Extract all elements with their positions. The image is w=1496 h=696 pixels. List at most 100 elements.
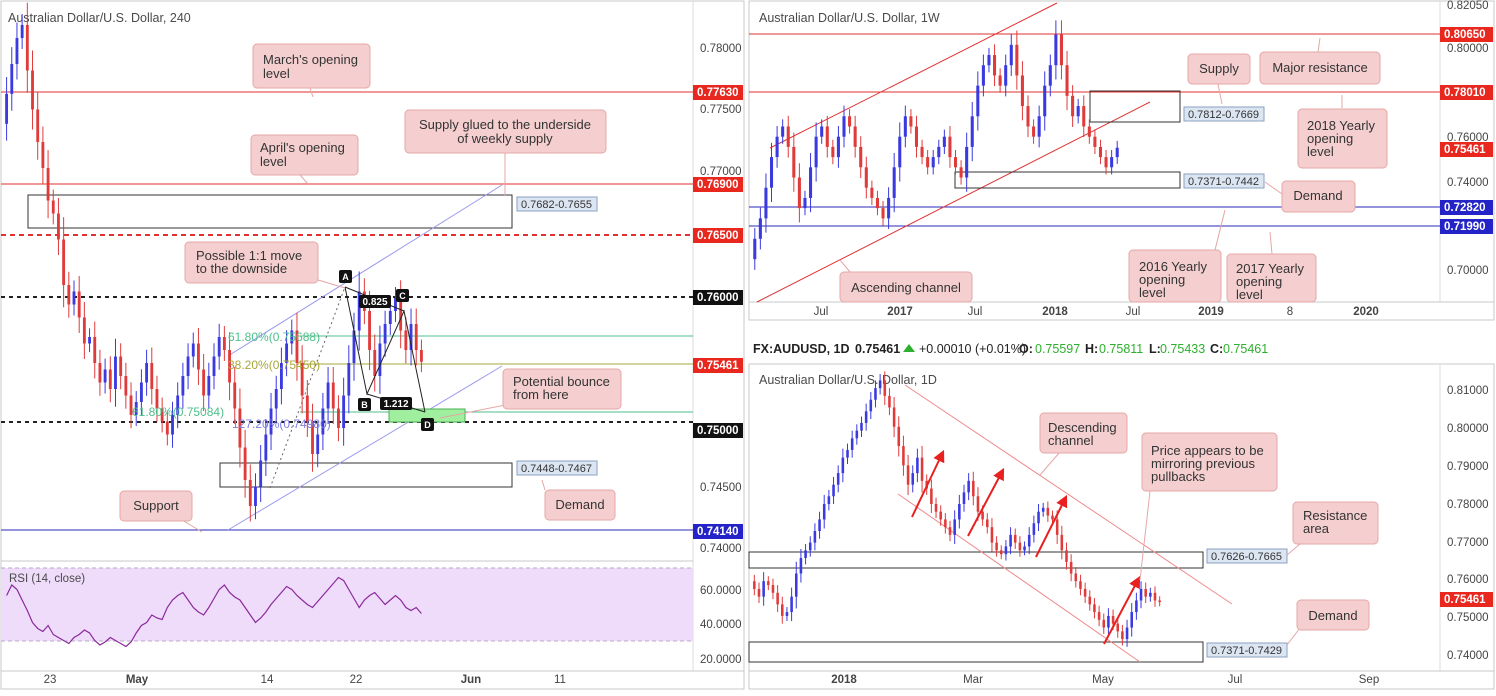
h4-chart-panel[interactable]: Australian Dollar/U.S. Dollar, 240 RSI (… [0,0,745,690]
daily-candle [948,527,952,535]
daily-tag-7546: 0.75461 [1440,592,1493,607]
h4-xtick-1: May [126,674,149,686]
svg-text:O:: O: [1019,342,1033,356]
svg-text:Supply: Supply [1199,61,1239,76]
weekly-xtick-1: 2017 [887,306,913,318]
daily-candle [827,496,831,504]
abcd-dotted-leg [269,286,346,489]
h4-ytick-3: 0.74500 [700,482,742,494]
h4-demand-zone-label: 0.7448-0.7467 [516,460,598,476]
weekly-supply-zone [1089,90,1181,123]
daily-close: 0.75461 [1223,342,1268,356]
h4-candle [311,421,314,454]
weekly-supply-label: 0.7812-0.7669 [1183,106,1265,122]
svg-text:March's opening: March's opening [263,52,358,67]
weekly-candle [942,136,946,147]
h4-candle [337,408,340,428]
h4-candle [248,480,252,506]
daily-candle [902,446,905,466]
svg-text:L:: L: [1149,342,1161,356]
weekly-xtick-7: 2020 [1353,306,1379,318]
rsi-ytick-0: 60.0000 [700,585,742,597]
weekly-callout-supply: Supply [1187,53,1251,85]
daily-candle [776,592,779,605]
daily-candle [1032,523,1036,535]
weekly-candle [976,85,980,117]
weekly-candle [914,126,919,147]
h4-xtick-0: 23 [44,674,57,686]
weekly-xtick-0: Jul [814,306,829,318]
daily-chart-panel[interactable]: Australian Dollar/U.S. Dollar, 1D 0.7626… [748,363,1495,690]
daily-candle [1041,507,1045,512]
daily-ytick-3: 0.78000 [1447,499,1489,511]
daily-candle [986,519,989,528]
weekly-candle [1026,106,1030,127]
daily-candle [906,465,910,485]
daily-resistance-zone [748,551,1204,569]
svg-text:0.7371-0.7442: 0.7371-0.7442 [1188,176,1259,188]
daily-candle [1149,592,1152,597]
h4-xtick-2: 14 [261,674,274,686]
weekly-callout-channel: Ascending channel [839,271,973,303]
weekly-candle [1110,157,1114,168]
abcd-point-b: B [358,398,371,411]
h4-candle [238,408,242,448]
h4-candle [129,395,133,415]
weekly-candle [864,167,868,188]
h4-candle [326,382,330,409]
h4-candle [388,311,392,324]
h4-candle [347,363,351,396]
daily-ytick-0: 0.81000 [1447,385,1489,397]
weekly-tag-8065: 0.80650 [1440,27,1493,42]
svg-text:Support: Support [133,498,179,513]
weekly-chart-panel[interactable]: Australian Dollar/U.S. Dollar, 1W 0.7812… [748,0,1495,321]
svg-text:level: level [260,154,287,169]
svg-text:0.78010: 0.78010 [1444,87,1486,99]
daily-candle [753,581,756,589]
weekly-candle [764,187,768,219]
callout-bounce: Potential bounce from here [502,368,622,410]
daily-open: 0.75597 [1035,342,1080,356]
weekly-candle [937,146,941,158]
daily-candle [990,527,994,543]
daily-candle [995,542,998,551]
h4-tag-7414: 0.74140 [693,524,743,539]
weekly-candle [1004,65,1008,86]
daily-candle [869,399,873,412]
weekly-candle [1071,95,1075,117]
h4-candle [150,363,154,389]
h4-candle [5,93,9,124]
h4-candle [51,200,55,214]
weekly-candle [903,116,907,137]
daily-candle [1079,581,1082,589]
svg-text:Demand: Demand [1308,608,1357,623]
svg-text:0.7448-0.7467: 0.7448-0.7467 [521,463,592,475]
h4-tag-7763: 0.77630 [693,85,743,100]
daily-candle [972,480,975,497]
callout-weekly-supply: Supply glued to the underside of weekly … [404,109,607,154]
daily-candle [818,519,821,532]
daily-candle [888,395,891,408]
daily-candle [962,492,966,504]
daily-candle [1102,619,1106,628]
fib-label-3: 61.80%(0.75084) [132,405,224,419]
daily-candle [757,588,761,597]
weekly-candle [1076,106,1080,117]
callout-march-open: March's opening level [252,43,371,89]
h4-candle [409,324,413,350]
h4-candle [176,395,180,415]
daily-xtick-1: Mar [963,674,983,686]
weekly-ytick-1: 0.80000 [1447,43,1489,55]
weekly-candle [803,197,807,209]
weekly-demand-label: 0.7371-0.7442 [1183,173,1265,189]
svg-text:Supply glued to the underside: Supply glued to the underside [419,117,591,132]
daily-candle [1130,612,1133,628]
h4-ytick-4: 0.74000 [700,543,742,555]
weekly-candle [859,146,863,168]
fib-label-2: 38.20%(0.75450) [228,358,320,372]
weekly-candle [887,197,891,219]
weekly-candle [781,126,785,137]
daily-high: 0.75811 [1099,342,1143,356]
daily-candle [1093,604,1096,613]
